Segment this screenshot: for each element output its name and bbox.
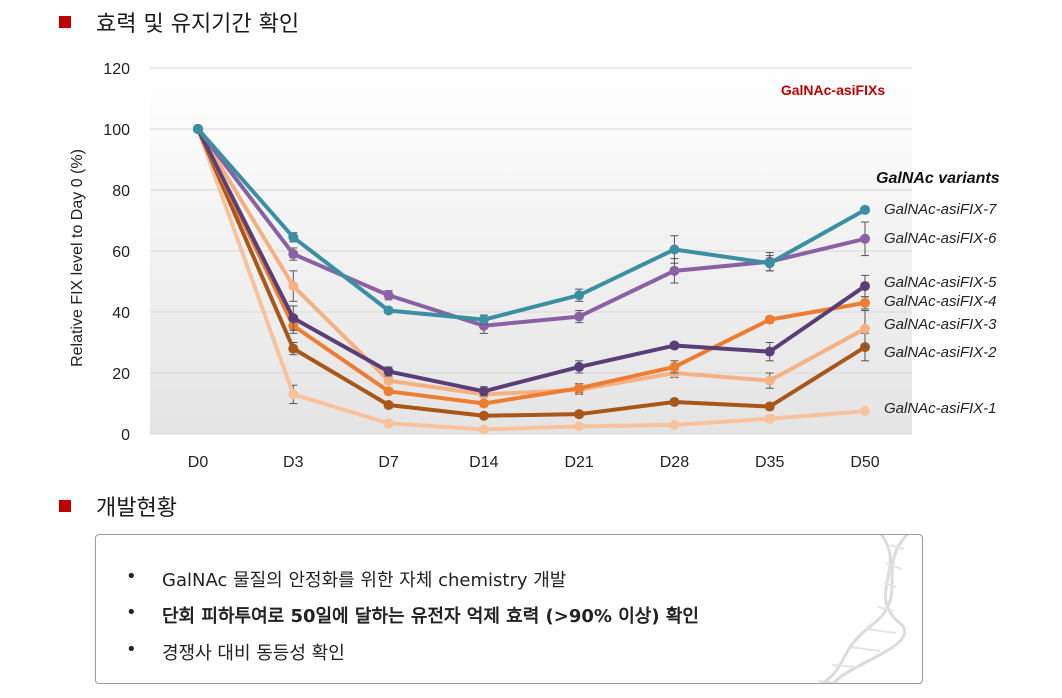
- data-point: [383, 305, 394, 316]
- x-tick-label: D3: [283, 454, 304, 471]
- series-line: [196, 128, 866, 406]
- data-point: [860, 406, 870, 417]
- bullet-text: 단회 피하투여로 50일에 달하는 유전자 억제 효력 (>90% 이상) 확인: [162, 606, 699, 627]
- series-line: [196, 128, 867, 394]
- bullet-text: GalNAc 물질의 안정화를 위한 자체 chemistry 개발: [162, 570, 567, 591]
- x-tick-label: D7: [378, 454, 399, 471]
- data-point: [764, 375, 775, 386]
- data-point: [860, 297, 870, 308]
- data-point: [860, 204, 870, 215]
- series-GalNAc-asiFIX-5: [193, 124, 870, 397]
- series-line: [196, 127, 866, 322]
- legend-entry: GalNAc-asiFIX-4: [884, 293, 997, 310]
- data-point: [669, 265, 680, 276]
- data-point: [669, 340, 680, 351]
- x-tick-label: D21: [564, 454, 593, 471]
- data-point: [860, 233, 870, 244]
- line-chart: 0 20 40 60 80 100 120 D0 D3 D7 D14 D21 D28 D35 D50 Ga…: [69, 61, 1000, 471]
- data-point: [288, 389, 299, 400]
- data-point: [383, 290, 394, 301]
- legend-entry: GalNAc-asiFIX-7: [884, 201, 997, 218]
- legend-entry: GalNAc-asiFIX-5: [884, 274, 997, 291]
- data-point: [478, 410, 489, 421]
- data-point: [669, 419, 680, 430]
- bullet-marker: •: [126, 602, 137, 623]
- series-line: [196, 127, 866, 328]
- data-point: [288, 249, 299, 260]
- data-point: [383, 366, 394, 377]
- data-point: [574, 409, 585, 420]
- section-title-status: 개발현황: [96, 496, 177, 521]
- series-line: [196, 128, 867, 418]
- y-tick-label: 40: [112, 305, 130, 322]
- bullet-text: 경쟁사 대비 동등성 확인: [162, 643, 345, 664]
- data-point: [860, 323, 870, 334]
- x-tick-label: D28: [660, 454, 689, 471]
- series-GalNAc-asiFIX-7: [193, 124, 870, 325]
- data-point: [669, 396, 680, 407]
- data-point: [383, 400, 394, 411]
- y-tick-label: 120: [103, 61, 130, 78]
- y-tick-label: 0: [121, 427, 130, 444]
- data-point: [478, 398, 489, 409]
- data-point: [288, 281, 299, 292]
- y-tick-label: 100: [103, 122, 130, 139]
- series-line: [196, 127, 866, 397]
- section-bullet-square: [59, 500, 71, 512]
- legend-title: GalNAc variants: [876, 170, 1000, 187]
- data-point: [478, 386, 489, 397]
- data-point: [383, 418, 394, 429]
- data-point: [764, 314, 775, 325]
- status-box: • GalNAc 물질의 안정화를 위한 자체 chemistry 개발 • 단…: [95, 534, 923, 684]
- section-bullet-square: [59, 16, 71, 28]
- legend-entry: GalNAc-asiFIX-2: [884, 344, 997, 361]
- data-point: [288, 343, 299, 354]
- legend-entry: GalNAc-asiFIX-3: [884, 316, 997, 333]
- data-point: [574, 383, 585, 394]
- y-tick-label: 80: [112, 183, 130, 200]
- y-tick-label: 20: [112, 366, 130, 383]
- data-point: [764, 346, 775, 357]
- y-axis-label: Relative FIX level to Day 0 (%): [69, 149, 86, 367]
- dna-helix-icon: [817, 535, 910, 683]
- x-tick-label: D50: [850, 454, 879, 471]
- bullet-marker: •: [126, 566, 137, 587]
- x-tick-label: D14: [469, 454, 498, 471]
- data-point: [860, 281, 870, 292]
- data-point: [574, 290, 585, 301]
- data-point: [478, 314, 489, 325]
- data-point: [574, 421, 585, 432]
- data-point: [288, 232, 299, 243]
- series-line: [196, 128, 866, 432]
- data-point: [764, 258, 775, 269]
- data-point: [478, 424, 489, 435]
- chart-annotation: GalNAc-asiFIXs: [781, 82, 885, 98]
- legend-entry: GalNAc-asiFIX-1: [884, 400, 997, 417]
- data-point: [764, 401, 775, 412]
- section-title-efficacy: 효력 및 유지기간 확인: [96, 12, 300, 37]
- data-point: [193, 124, 203, 134]
- data-point: [574, 361, 585, 372]
- data-point: [383, 386, 394, 397]
- y-tick-label: 60: [112, 244, 130, 261]
- bullet-marker: •: [126, 639, 137, 660]
- data-point: [764, 413, 775, 424]
- data-point: [574, 311, 585, 322]
- legend-entry: GalNAc-asiFIX-6: [884, 230, 997, 247]
- x-tick-label: D35: [755, 454, 784, 471]
- data-point: [669, 361, 680, 372]
- data-point: [288, 313, 299, 324]
- data-point: [383, 375, 394, 386]
- x-tick-label: D0: [188, 454, 209, 471]
- data-point: [669, 244, 680, 255]
